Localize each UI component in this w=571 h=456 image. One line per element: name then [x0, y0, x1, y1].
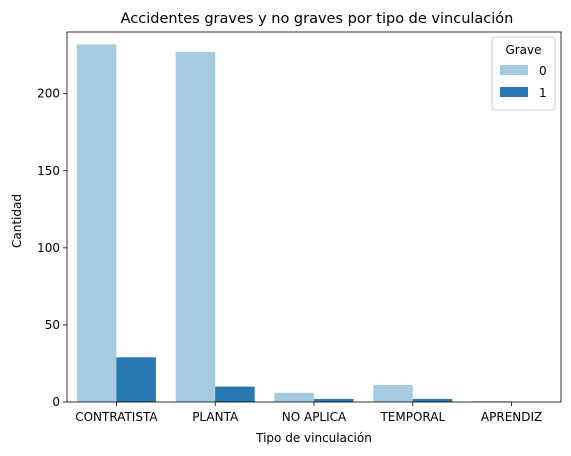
legend: Grave 0 1 — [491, 36, 556, 111]
bar-temporal-series-1 — [412, 398, 453, 402]
legend-label-1: 1 — [539, 86, 547, 100]
bar-no-aplica-series-1 — [314, 398, 354, 402]
x-tick-label: CONTRATISTA — [75, 410, 158, 424]
bar-contratista-series-0 — [76, 44, 117, 402]
x-tick-label: TEMPORAL — [379, 410, 445, 424]
legend-swatch-1 — [500, 87, 528, 97]
y-tick-label: 200 — [37, 87, 60, 101]
x-tick-label: NO APLICA — [282, 410, 347, 424]
plot-area: CONTRATISTA PLANTA NO APLICA TEMPORAL APREND… — [37, 31, 562, 424]
x-tick-label: APRENDIZ — [481, 410, 542, 424]
chart-title: Accidentes graves y no graves por tipo d… — [121, 11, 514, 27]
y-tick-label: 50 — [45, 318, 60, 332]
legend-label-0: 0 — [539, 64, 547, 78]
x-axis-label: Tipo de vinculación — [255, 431, 372, 445]
legend-title: Grave — [505, 43, 541, 57]
bar-contratista-series-1 — [116, 357, 156, 402]
bar-no-aplica-series-0 — [274, 392, 314, 402]
x-tick-label: PLANTA — [192, 410, 239, 424]
y-tick-label: 100 — [37, 241, 60, 255]
bar-temporal-series-0 — [373, 385, 413, 402]
y-tick-label: 150 — [37, 164, 60, 178]
bar-planta-series-1 — [215, 386, 255, 402]
plot-frame — [66, 31, 562, 403]
legend-swatch-0 — [500, 65, 528, 75]
bar-planta-series-0 — [175, 52, 216, 403]
y-tick-label: 0 — [52, 395, 60, 409]
y-axis-label: Cantidad — [10, 194, 24, 248]
